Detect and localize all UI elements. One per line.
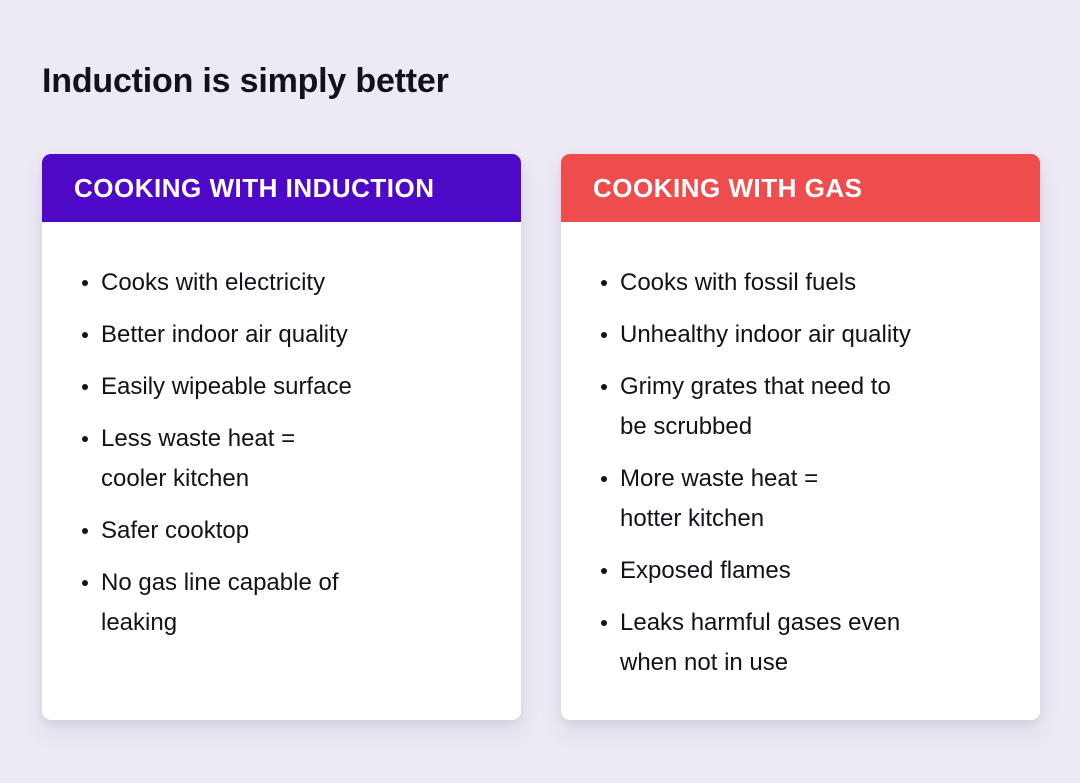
bullet-icon xyxy=(82,384,88,390)
list-item-text: Unhealthy indoor air quality xyxy=(620,321,911,348)
list-item: Grimy grates that need to be scrubbed xyxy=(601,367,1012,447)
induction-card: COOKING WITH INDUCTION Cooks with electr… xyxy=(42,154,521,720)
list-item-text: No gas line capable of leaking xyxy=(101,569,339,636)
list-item-text: More waste heat = hotter kitchen xyxy=(620,465,819,532)
list-item-text: Cooks with electricity xyxy=(101,269,326,296)
page-title: Induction is simply better xyxy=(42,62,449,100)
list-item: More waste heat = hotter kitchen xyxy=(601,459,1012,539)
gas-card-title: COOKING WITH GAS xyxy=(593,172,863,203)
list-item-text: Better indoor air quality xyxy=(101,321,348,348)
list-item-text: Leaks harmful gases even when not in use xyxy=(620,609,901,676)
list-item: Easily wipeable surface xyxy=(82,367,493,407)
bullet-icon xyxy=(82,436,88,442)
list-item: Better indoor air quality xyxy=(82,315,493,355)
bullet-icon xyxy=(601,384,607,390)
list-item-text: Safer cooktop xyxy=(101,517,250,544)
list-item-text: Less waste heat = cooler kitchen xyxy=(101,425,296,492)
bullet-icon xyxy=(82,528,88,534)
induction-card-header: COOKING WITH INDUCTION xyxy=(42,154,521,222)
bullet-icon xyxy=(601,568,607,574)
list-item: Leaks harmful gases even when not in use xyxy=(601,603,1012,683)
comparison-cards: COOKING WITH INDUCTION Cooks with electr… xyxy=(42,154,1040,720)
list-item: Cooks with fossil fuels xyxy=(601,263,1012,303)
bullet-icon xyxy=(601,620,607,626)
list-item: Unhealthy indoor air quality xyxy=(601,315,1012,355)
induction-card-title: COOKING WITH INDUCTION xyxy=(74,172,435,203)
bullet-icon xyxy=(601,280,607,286)
bullet-icon xyxy=(82,580,88,586)
gas-list: Cooks with fossil fuels Unhealthy indoor… xyxy=(601,263,1012,683)
list-item-text: Grimy grates that need to be scrubbed xyxy=(620,373,891,440)
gas-card: COOKING WITH GAS Cooks with fossil fuels… xyxy=(561,154,1040,720)
bullet-icon xyxy=(601,476,607,482)
list-item-text: Exposed flames xyxy=(620,557,791,584)
list-item: Less waste heat = cooler kitchen xyxy=(82,419,493,499)
list-item: Cooks with electricity xyxy=(82,263,493,303)
bullet-icon xyxy=(82,280,88,286)
induction-list: Cooks with electricity Better indoor air… xyxy=(82,263,493,643)
induction-card-body: Cooks with electricity Better indoor air… xyxy=(42,222,521,720)
list-item: Safer cooktop xyxy=(82,511,493,551)
bullet-icon xyxy=(601,332,607,338)
list-item-text: Easily wipeable surface xyxy=(101,373,352,400)
list-item: Exposed flames xyxy=(601,551,1012,591)
list-item: No gas line capable of leaking xyxy=(82,563,493,643)
bullet-icon xyxy=(82,332,88,338)
list-item-text: Cooks with fossil fuels xyxy=(620,269,857,296)
gas-card-body: Cooks with fossil fuels Unhealthy indoor… xyxy=(561,222,1040,720)
gas-card-header: COOKING WITH GAS xyxy=(561,154,1040,222)
